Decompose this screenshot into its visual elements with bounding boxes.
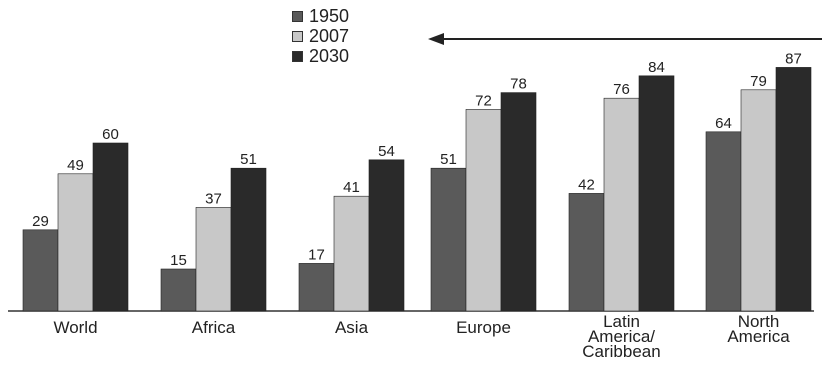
bar-2030-0	[92, 142, 129, 312]
category-label-0-0: World	[53, 318, 97, 337]
bar-1950-4	[568, 193, 605, 312]
legend: 1950 2007 2030	[292, 6, 349, 66]
bar-2030-1	[230, 167, 267, 312]
legend-swatch-2030	[292, 50, 303, 62]
legend-label-1950: 1950	[309, 5, 350, 26]
value-label-1950-0: 29	[32, 213, 49, 230]
category-label-1-0: Africa	[192, 318, 236, 337]
bar-2007-0	[57, 173, 94, 312]
category-label-4-1: America/	[588, 327, 655, 346]
bar-1950-3	[430, 167, 467, 312]
value-label-2030-5: 87	[785, 50, 802, 67]
bar-1950-1	[160, 268, 197, 312]
bar-1950-5	[705, 131, 742, 312]
bar-1950-2	[298, 263, 335, 312]
value-label-2007-1: 37	[205, 190, 222, 207]
legend-swatch-1950	[292, 10, 303, 22]
bar-2007-1	[195, 207, 232, 312]
bar-2007-3	[465, 109, 502, 312]
legend-swatch-2007	[292, 30, 303, 42]
value-label-2007-4: 76	[613, 81, 630, 98]
value-label-1950-5: 64	[715, 115, 732, 132]
legend-item-2007: 2007	[292, 26, 349, 46]
bar-2007-5	[740, 89, 777, 312]
legend-item-2030: 2030	[292, 46, 349, 66]
value-label-2030-1: 51	[240, 151, 257, 168]
category-label-3-0: Europe	[456, 318, 511, 337]
value-label-2030-0: 60	[102, 126, 119, 143]
bar-2030-3	[500, 92, 537, 312]
value-label-2007-5: 79	[750, 73, 767, 90]
value-label-2030-4: 84	[648, 59, 665, 76]
category-label-4-0: Latin	[603, 312, 640, 331]
bar-2007-2	[333, 195, 370, 312]
category-label-4-2: Caribbean	[582, 342, 660, 361]
value-label-2007-3: 72	[475, 92, 492, 109]
bar-1950-0	[22, 229, 59, 312]
value-label-2030-3: 78	[510, 76, 527, 93]
value-label-1950-3: 51	[440, 151, 457, 168]
bar-2030-5	[775, 67, 812, 312]
category-label-5-0: North	[738, 312, 780, 331]
category-label-5-1: America	[727, 327, 790, 346]
legend-label-2030: 2030	[309, 45, 350, 66]
bar-2007-4	[603, 97, 640, 312]
bar-2030-2	[368, 159, 405, 312]
bar-2030-4	[638, 75, 675, 312]
legend-label-2007: 2007	[309, 25, 350, 46]
left-arrow-icon	[428, 33, 822, 45]
value-label-1950-2: 17	[308, 246, 325, 263]
category-label-2-0: Asia	[335, 318, 369, 337]
legend-item-1950: 1950	[292, 6, 349, 26]
value-label-2007-2: 41	[343, 179, 360, 196]
value-label-1950-4: 42	[578, 176, 595, 193]
value-label-1950-1: 15	[170, 252, 187, 269]
value-label-2007-0: 49	[67, 157, 84, 174]
value-label-2030-2: 54	[378, 143, 395, 160]
